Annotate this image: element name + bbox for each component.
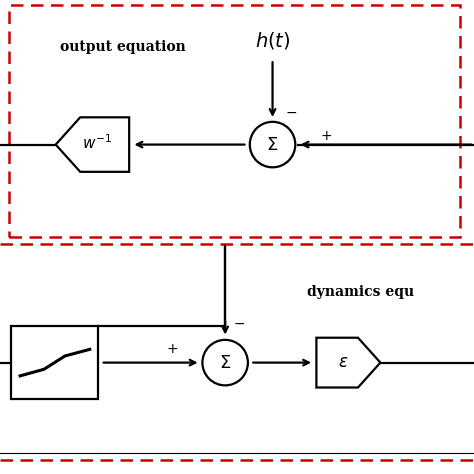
Text: $+$: $+$ [320, 129, 332, 143]
Text: $\Sigma$: $\Sigma$ [266, 136, 279, 154]
Text: $-$: $-$ [285, 104, 298, 118]
Polygon shape [316, 338, 380, 388]
Circle shape [202, 340, 248, 385]
Bar [9, 5, 460, 237]
Text: dynamics equ: dynamics equ [307, 284, 414, 299]
Text: $\varepsilon$: $\varepsilon$ [338, 354, 349, 371]
Text: $w^{-1}$: $w^{-1}$ [82, 134, 112, 153]
Bar [11, 326, 99, 399]
Circle shape [250, 122, 295, 167]
Polygon shape [56, 118, 129, 172]
Text: $\Sigma$: $\Sigma$ [219, 354, 231, 372]
Text: output equation: output equation [60, 40, 186, 55]
Text: $-$: $-$ [233, 316, 246, 330]
Text: $+$: $+$ [165, 342, 178, 356]
Text: $h(t)$: $h(t)$ [255, 30, 291, 51]
